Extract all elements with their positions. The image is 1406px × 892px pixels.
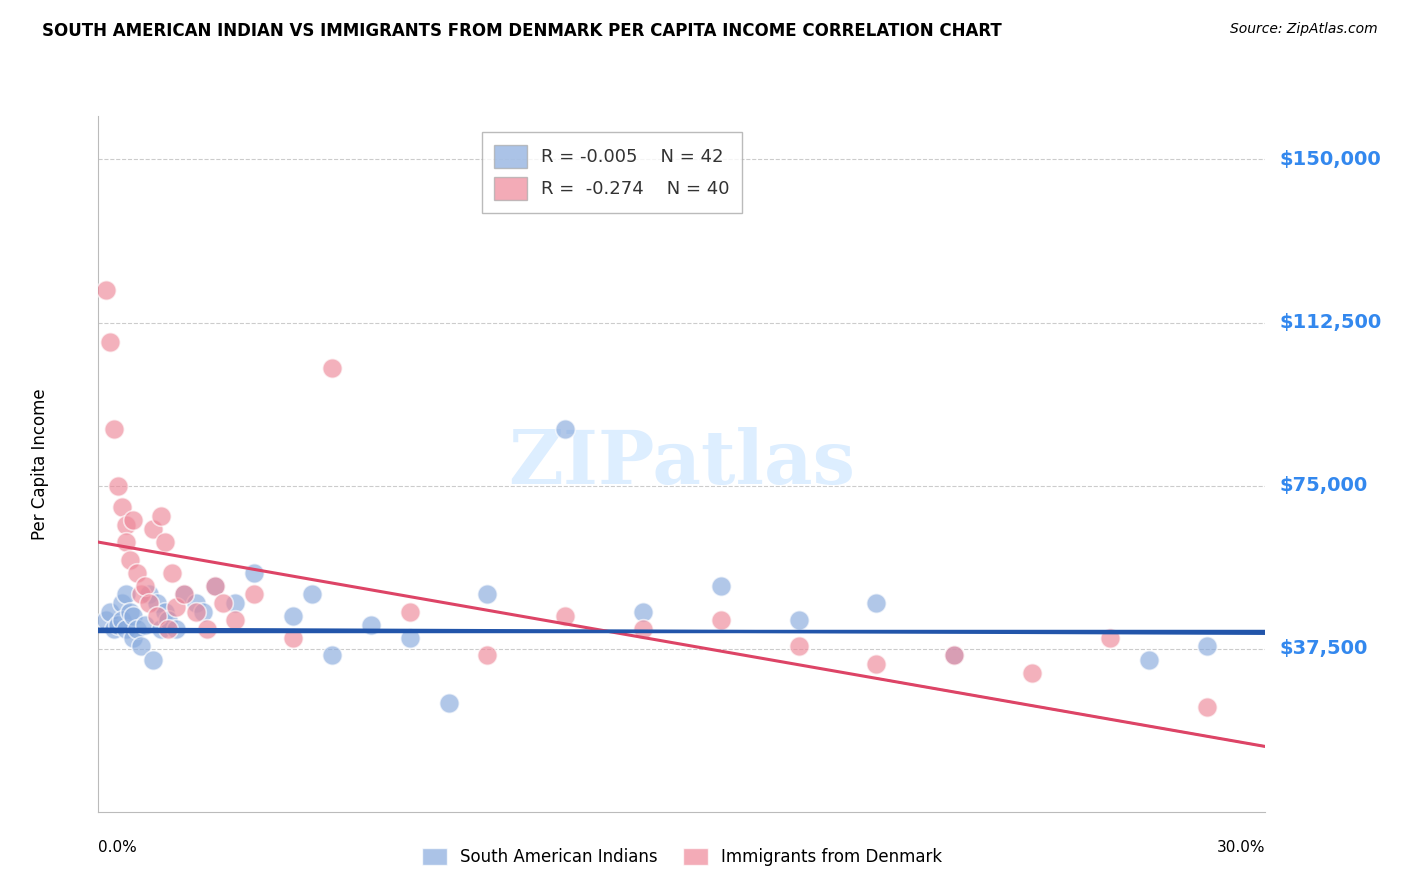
Point [153,605,176,619]
Point [398,631,420,645]
Point [127,566,149,580]
Point [107,478,129,492]
Point [554,422,576,436]
Point [142,522,165,536]
Text: Per Capita Income: Per Capita Income [31,388,49,540]
Point [398,605,420,619]
Point [129,640,152,654]
Point [1137,652,1160,666]
Point [224,596,246,610]
Point [157,622,180,636]
Text: Source: ZipAtlas.com: Source: ZipAtlas.com [1230,22,1378,37]
Point [107,617,129,632]
Point [301,587,323,601]
Point [111,500,134,515]
Point [129,587,152,601]
Point [118,605,141,619]
Point [173,587,195,601]
Point [281,631,304,645]
Point [134,579,156,593]
Point [193,605,215,619]
Point [138,596,160,610]
Point [554,609,576,624]
Point [243,566,266,580]
Point [360,617,382,632]
Point [184,596,207,610]
Point [787,640,810,654]
Point [943,648,966,662]
Point [865,596,887,610]
Point [118,552,141,566]
Point [122,513,145,527]
Point [134,617,156,632]
Point [114,587,136,601]
Text: 0.0%: 0.0% [98,839,138,855]
Text: $150,000: $150,000 [1279,150,1381,169]
Point [943,648,966,662]
Point [321,361,343,376]
Point [149,622,172,636]
Point [122,609,145,624]
Point [96,614,118,628]
Point [98,605,121,619]
Point [865,657,887,671]
Point [631,622,654,636]
Point [114,622,136,636]
Point [710,579,733,593]
Point [195,622,218,636]
Point [281,609,304,624]
Point [165,622,187,636]
Point [224,614,246,628]
Point [96,283,118,297]
Text: 30.0%: 30.0% [1218,839,1265,855]
Point [243,587,266,601]
Point [204,579,226,593]
Text: $112,500: $112,500 [1279,313,1382,332]
Point [321,648,343,662]
Point [437,696,460,710]
Point [142,652,165,666]
Text: SOUTH AMERICAN INDIAN VS IMMIGRANTS FROM DENMARK PER CAPITA INCOME CORRELATION C: SOUTH AMERICAN INDIAN VS IMMIGRANTS FROM… [42,22,1002,40]
Point [212,596,235,610]
Point [146,596,169,610]
Point [1098,631,1121,645]
Point [204,579,226,593]
Point [710,614,733,628]
Point [477,587,499,601]
Point [114,535,136,549]
Legend: South American Indians, Immigrants from Denmark: South American Indians, Immigrants from … [415,841,949,873]
Point [165,600,187,615]
Point [153,535,176,549]
Point [127,622,149,636]
Point [103,422,125,436]
Text: ZIPatlas: ZIPatlas [509,427,855,500]
Text: $37,500: $37,500 [1279,640,1368,658]
Point [1195,640,1218,654]
Point [1195,700,1218,714]
Point [184,605,207,619]
Point [111,596,134,610]
Point [138,587,160,601]
Point [631,605,654,619]
Point [173,587,195,601]
Point [122,631,145,645]
Point [149,508,172,523]
Point [111,614,134,628]
Point [1021,665,1043,680]
Point [103,622,125,636]
Point [146,609,169,624]
Point [162,566,184,580]
Point [98,334,121,349]
Point [477,648,499,662]
Point [157,614,180,628]
Text: $75,000: $75,000 [1279,476,1368,495]
Point [787,614,810,628]
Point [114,517,136,532]
